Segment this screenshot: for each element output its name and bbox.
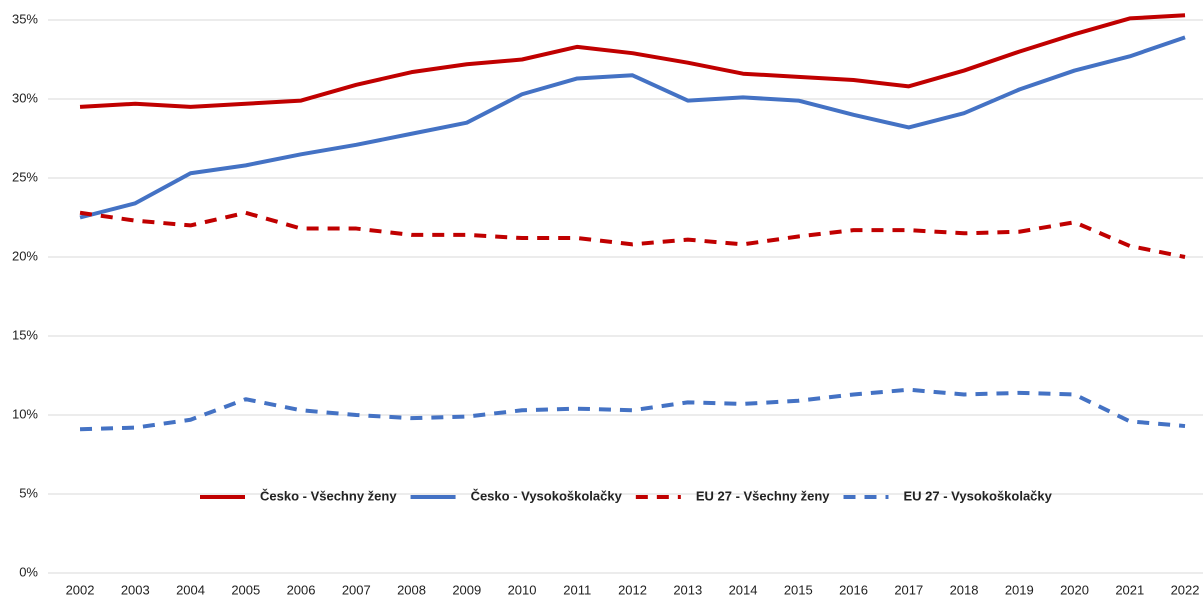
x-tick-label: 2009 — [452, 582, 481, 597]
y-tick-label: 10% — [12, 406, 38, 421]
y-tick-label: 35% — [12, 11, 38, 26]
x-tick-label: 2016 — [839, 582, 868, 597]
x-tick-label: 2008 — [397, 582, 426, 597]
y-tick-label: 20% — [12, 248, 38, 263]
legend-label: EU 27 - Všechny ženy — [696, 488, 830, 503]
x-tick-label: 2003 — [121, 582, 150, 597]
x-tick-label: 2011 — [563, 582, 591, 597]
y-tick-label: 5% — [19, 485, 38, 500]
x-tick-label: 2002 — [66, 582, 95, 597]
x-tick-label: 2015 — [784, 582, 813, 597]
x-tick-label: 2012 — [618, 582, 647, 597]
y-tick-label: 30% — [12, 90, 38, 105]
line-series — [79, 210, 1186, 259]
legend-label: Česko - Všechny ženy — [260, 488, 397, 503]
line-series — [79, 387, 1186, 432]
line-series — [79, 35, 1186, 220]
line-series — [79, 13, 1186, 109]
x-tick-label: 2021 — [1115, 582, 1144, 597]
x-tick-label: 2005 — [231, 582, 260, 597]
legend-label: EU 27 - Vysokoškolačky — [904, 488, 1053, 503]
x-tick-label: 2007 — [342, 582, 371, 597]
x-tick-label: 2020 — [1060, 582, 1089, 597]
x-tick-label: 2013 — [673, 582, 702, 597]
y-tick-label: 15% — [12, 327, 38, 342]
x-tick-label: 2010 — [508, 582, 537, 597]
x-tick-label: 2018 — [950, 582, 979, 597]
x-tick-label: 2014 — [729, 582, 758, 597]
x-tick-label: 2019 — [1005, 582, 1034, 597]
x-tick-label: 2017 — [894, 582, 923, 597]
y-tick-label: 25% — [12, 169, 38, 184]
y-tick-label: 0% — [19, 564, 38, 579]
x-tick-label: 2022 — [1171, 582, 1200, 597]
x-tick-label: 2004 — [176, 582, 205, 597]
legend-label: Česko - Vysokoškolačky — [471, 488, 623, 503]
x-tick-label: 2006 — [287, 582, 316, 597]
